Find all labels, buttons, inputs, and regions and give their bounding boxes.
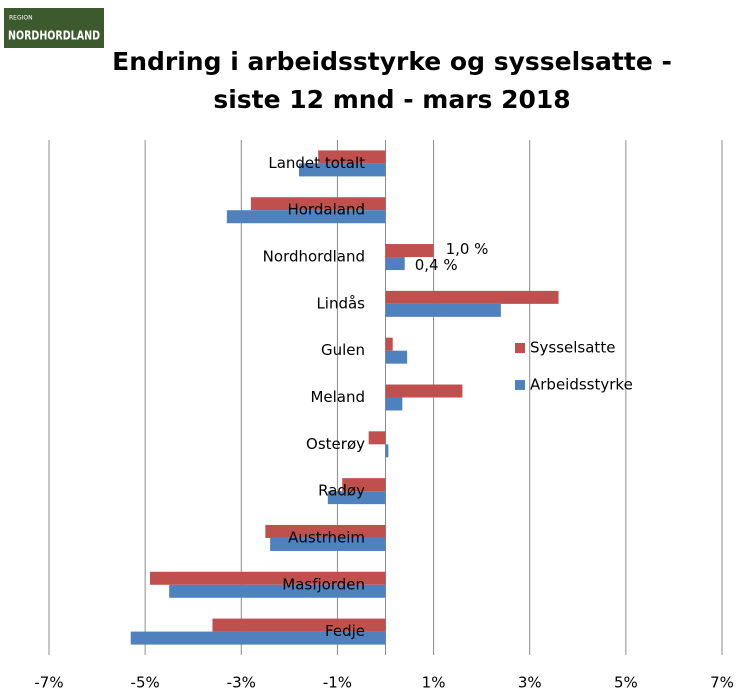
data-label: 1,0 % <box>446 240 489 258</box>
bar <box>385 350 408 364</box>
x-tick-label: -5% <box>131 674 160 692</box>
bar <box>342 478 386 492</box>
x-tick-label: 7% <box>710 674 734 692</box>
legend-swatch <box>515 380 525 390</box>
bar <box>385 303 501 317</box>
y-tick-label: Meland <box>310 388 365 406</box>
bar <box>385 290 559 304</box>
legend-label: Sysselsatte <box>530 339 615 357</box>
y-tick-label: Radøy <box>318 482 365 500</box>
legend-label: Arbeidsstyrke <box>530 376 633 394</box>
logo-large: NORDHORDLAND <box>8 29 100 43</box>
x-tick-label: 5% <box>614 674 638 692</box>
y-tick-label: Masfjorden <box>282 575 365 593</box>
bar <box>327 491 386 505</box>
y-tick-label: Hordaland <box>288 201 365 219</box>
y-tick-label: Austrheim <box>288 528 365 546</box>
bar <box>250 197 386 211</box>
bar <box>385 337 393 351</box>
y-tick-label: Landet totalt <box>268 154 365 172</box>
bar <box>385 244 434 258</box>
bar <box>212 618 386 632</box>
bar <box>130 631 386 645</box>
x-tick-label: -1% <box>323 674 352 692</box>
x-tick-label: 3% <box>518 674 542 692</box>
y-tick-label: Lindås <box>316 294 365 312</box>
data-label: 0,4 % <box>415 256 458 274</box>
bar <box>368 431 386 445</box>
bar <box>270 537 386 551</box>
y-tick-label: Gulen <box>321 341 365 359</box>
x-tick-label: 1% <box>422 674 446 692</box>
legend-swatch <box>515 343 525 353</box>
x-tick-label: -7% <box>34 674 63 692</box>
bar <box>318 150 386 164</box>
y-tick-label: Osterøy <box>306 435 365 453</box>
bar <box>149 571 386 585</box>
bar <box>385 444 389 458</box>
chart-title: Endring i arbeidsstyrke og sysselsatte - <box>112 47 672 76</box>
bar <box>226 210 386 224</box>
bar <box>385 397 403 411</box>
logo-small: REGION <box>9 15 33 22</box>
y-tick-label: Nordhordland <box>263 248 365 266</box>
bar <box>385 257 405 271</box>
bar <box>385 384 463 398</box>
y-tick-label: Fedje <box>325 622 365 640</box>
chart-title: siste 12 mnd - mars 2018 <box>213 85 570 114</box>
bar <box>169 584 386 598</box>
bar <box>265 524 386 538</box>
bar <box>298 163 386 177</box>
logo-box <box>4 8 104 48</box>
x-tick-label: -3% <box>227 674 256 692</box>
